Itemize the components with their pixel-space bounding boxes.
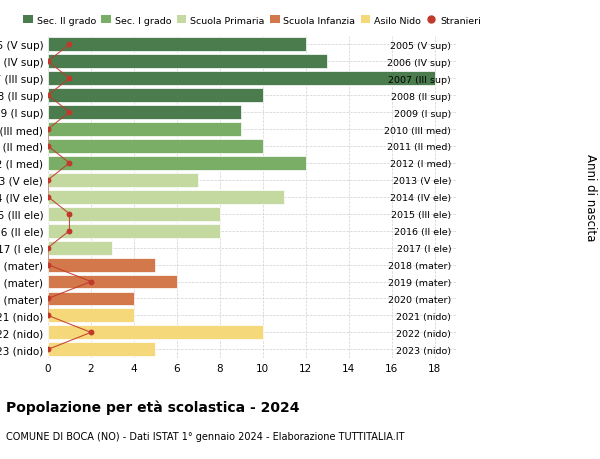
Bar [48,89,263,103]
Point [43,194,53,201]
Point [86,329,96,336]
Text: COMUNE DI BOCA (NO) - Dati ISTAT 1° gennaio 2024 - Elaborazione TUTTITALIA.IT: COMUNE DI BOCA (NO) - Dati ISTAT 1° genn… [6,431,404,442]
Point [43,295,53,302]
Point [43,92,53,100]
Point [43,177,53,184]
Bar [48,38,305,52]
Point [65,211,74,218]
Bar [48,241,112,255]
Text: Anni di nascita: Anni di nascita [584,154,597,241]
Bar [48,140,263,154]
Point [43,126,53,134]
Legend: Sec. II grado, Sec. I grado, Scuola Primaria, Scuola Infanzia, Asilo Nido, Stran: Sec. II grado, Sec. I grado, Scuola Prim… [23,17,481,26]
Bar [48,292,134,306]
Point [43,261,53,269]
Point [86,278,96,285]
Point [65,41,74,49]
Point [43,58,53,66]
Bar [48,106,241,120]
Bar [48,275,177,289]
Point [43,346,53,353]
Text: Popolazione per età scolastica - 2024: Popolazione per età scolastica - 2024 [6,399,299,414]
Point [65,228,74,235]
Point [43,245,53,252]
Bar [48,55,327,69]
Bar [48,224,220,238]
Point [43,312,53,319]
Point [65,75,74,83]
Bar [48,157,305,170]
Point [65,109,74,117]
Bar [48,326,263,340]
Bar [48,72,434,86]
Bar [48,342,155,357]
Bar [48,174,199,187]
Bar [48,207,220,221]
Bar [48,123,241,137]
Bar [48,190,284,204]
Point [43,143,53,150]
Bar [48,258,155,272]
Point [65,160,74,167]
Bar [48,309,134,323]
